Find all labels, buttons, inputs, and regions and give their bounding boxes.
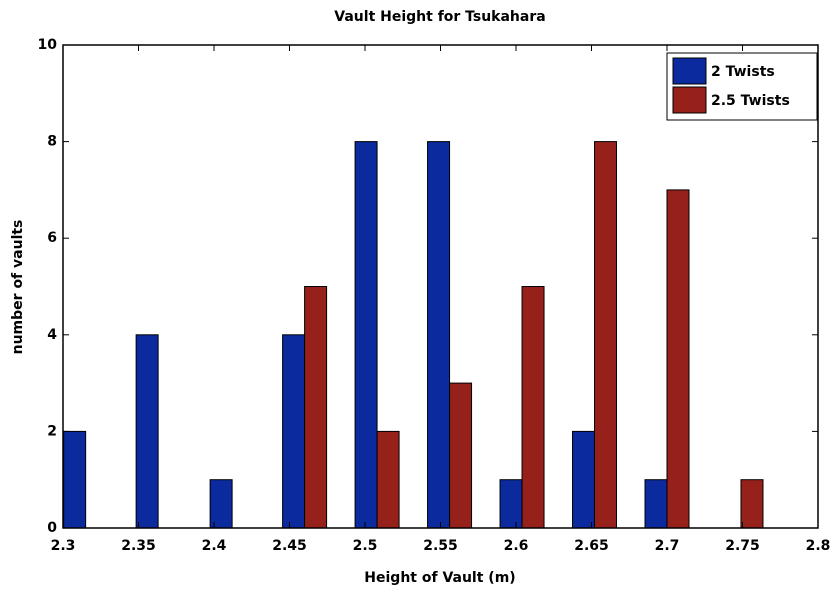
bar — [63, 430, 87, 529]
bar — [282, 334, 306, 529]
x-tick-label: 2.5 — [353, 538, 378, 554]
bar — [427, 141, 451, 529]
bar — [644, 479, 668, 529]
bar — [740, 479, 764, 529]
legend-swatch — [672, 86, 707, 114]
bar — [135, 334, 159, 529]
bar — [572, 430, 596, 529]
bar — [594, 141, 618, 529]
x-tick-label: 2.3 — [51, 538, 76, 554]
bar — [449, 382, 473, 529]
legend-label: 2 Twists — [711, 64, 775, 80]
y-tick-label: 6 — [47, 230, 57, 246]
y-tick-label: 10 — [38, 37, 58, 53]
bar — [499, 479, 523, 529]
y-tick-label: 0 — [47, 520, 57, 536]
y-tick-label: 2 — [47, 423, 57, 439]
y-axis-label: number of vaults — [10, 220, 26, 355]
bar — [521, 286, 545, 529]
bar — [354, 141, 378, 529]
bar — [666, 189, 690, 529]
chart-title: Vault Height for Tsukahara — [334, 9, 545, 25]
y-tick-label: 8 — [47, 134, 57, 150]
bar — [376, 430, 400, 529]
x-tick-label: 2.6 — [504, 538, 529, 554]
bar — [304, 286, 328, 529]
x-tick-label: 2.55 — [423, 538, 458, 554]
x-tick-label: 2.8 — [806, 538, 831, 554]
x-tick-label: 2.35 — [121, 538, 156, 554]
x-tick-label: 2.75 — [725, 538, 760, 554]
y-tick-label: 4 — [47, 327, 57, 343]
legend-label: 2.5 Twists — [711, 93, 790, 109]
x-tick-label: 2.4 — [202, 538, 227, 554]
x-tick-label: 2.65 — [574, 538, 609, 554]
legend-swatch — [672, 57, 707, 85]
x-axis-label: Height of Vault (m) — [364, 570, 515, 586]
x-tick-label: 2.45 — [272, 538, 307, 554]
x-tick-label: 2.7 — [655, 538, 680, 554]
bar — [209, 479, 233, 529]
